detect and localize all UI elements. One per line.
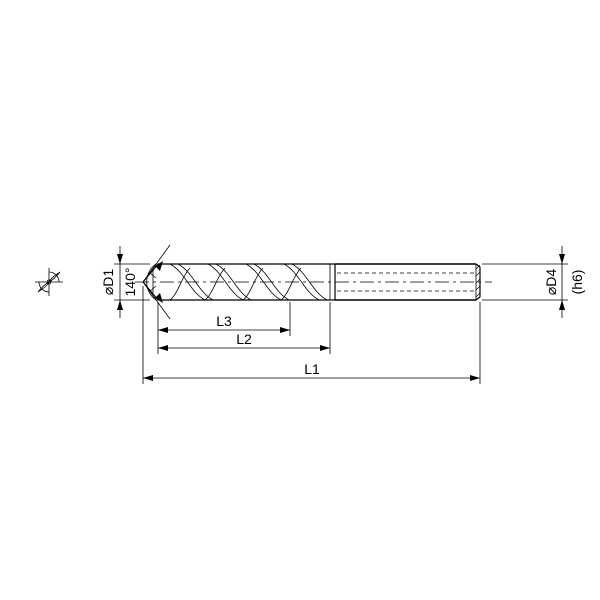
- label-d4: ⌀D4: [543, 269, 559, 296]
- dimension-l3: L3: [158, 302, 290, 336]
- dimension-d4: ⌀D4 (h6): [482, 246, 585, 318]
- label-h6: (h6): [569, 270, 585, 295]
- label-l3: L3: [216, 313, 232, 329]
- drill-diagram: ⌀D1 140°: [0, 0, 600, 600]
- label-l2: L2: [236, 331, 252, 347]
- tip-icon: [35, 268, 63, 296]
- label-l1: L1: [304, 361, 320, 377]
- dimension-l2: L2: [158, 302, 330, 354]
- label-d1: ⌀D1: [100, 269, 116, 296]
